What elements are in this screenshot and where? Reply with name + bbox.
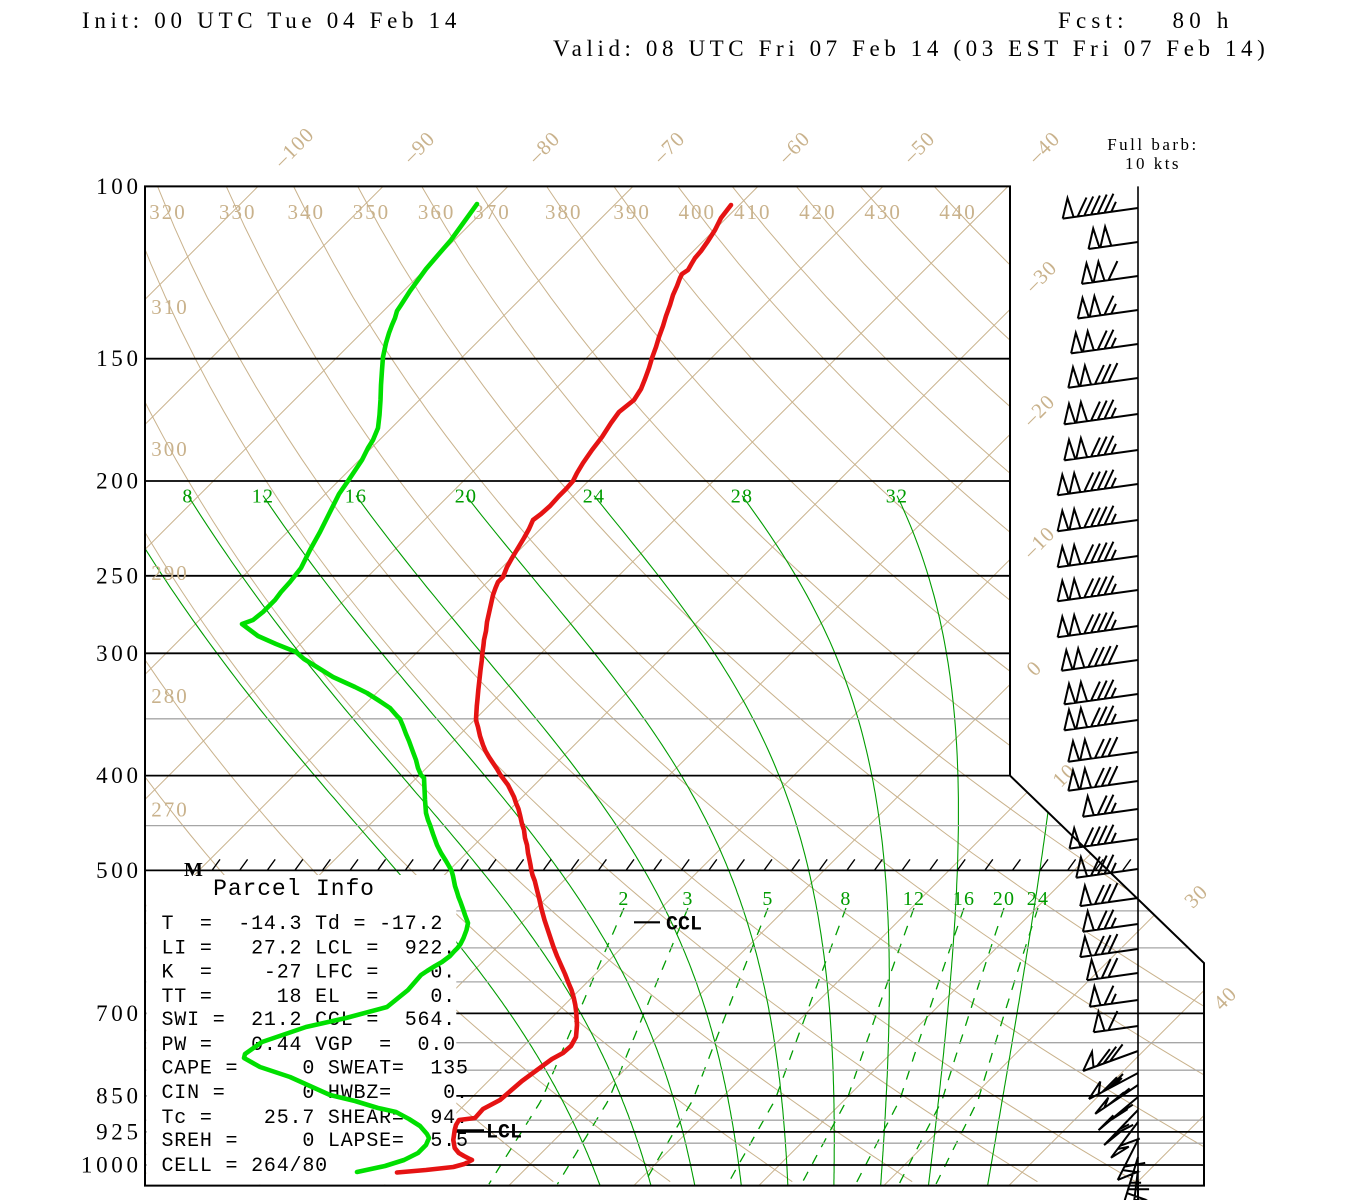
svg-text:420: 420: [799, 200, 837, 224]
svg-text:8: 8: [182, 486, 193, 508]
svg-text:925: 925: [96, 1119, 142, 1144]
svg-text:SWI = 21.2 CCL = 564.: SWI = 21.2 CCL = 564.: [162, 1009, 456, 1032]
svg-text:290: 290: [151, 561, 189, 585]
svg-text:CAPE = 0 SWEAT= 135: CAPE = 0 SWEAT= 135: [162, 1057, 469, 1080]
svg-text:M: M: [184, 859, 203, 881]
svg-text:500: 500: [96, 858, 142, 883]
svg-text:320: 320: [149, 200, 187, 224]
svg-text:430: 430: [864, 200, 902, 224]
svg-text:300: 300: [151, 437, 189, 461]
svg-text:330: 330: [219, 200, 257, 224]
svg-text:3: 3: [682, 888, 693, 910]
svg-text:300: 300: [96, 641, 142, 666]
svg-text:CELL = 264/80: CELL = 264/80: [162, 1155, 328, 1178]
svg-text:380: 380: [545, 200, 583, 224]
svg-text:400: 400: [96, 763, 142, 788]
svg-text:150: 150: [96, 346, 142, 371]
svg-text:8: 8: [840, 888, 851, 910]
svg-text:T = -14.3 Td = -17.2: T = -14.3 Td = -17.2: [162, 913, 444, 936]
svg-text:CIN = 0 HWBZ= 0.: CIN = 0 HWBZ= 0.: [162, 1082, 469, 1105]
svg-text:LCL: LCL: [486, 1122, 522, 1145]
svg-text:24: 24: [1027, 888, 1049, 910]
svg-text:12: 12: [252, 486, 274, 508]
svg-text:16: 16: [345, 486, 367, 508]
svg-text:32: 32: [886, 486, 908, 508]
svg-text:850: 850: [96, 1083, 142, 1108]
svg-text:270: 270: [151, 798, 189, 822]
svg-text:400: 400: [679, 200, 717, 224]
svg-text:SREH = 0 LAPSE= 5.5: SREH = 0 LAPSE= 5.5: [162, 1130, 469, 1153]
svg-text:24: 24: [583, 486, 605, 508]
svg-text:200: 200: [96, 469, 142, 494]
svg-text:100: 100: [96, 174, 142, 199]
svg-text:28: 28: [731, 486, 753, 508]
svg-text:12: 12: [903, 888, 925, 910]
svg-text:TT = 18 EL = 0.: TT = 18 EL = 0.: [162, 986, 456, 1009]
svg-text:Valid: 08 UTC Fri 07 Feb 14 (0: Valid: 08 UTC Fri 07 Feb 14 (03 EST Fri …: [553, 36, 1269, 61]
svg-text:2: 2: [618, 888, 629, 910]
svg-text:20: 20: [455, 486, 477, 508]
svg-text:CCL: CCL: [666, 914, 702, 937]
svg-text:310: 310: [151, 295, 189, 319]
svg-text:Fcst: 80 h: Fcst: 80 h: [1058, 8, 1234, 33]
svg-text:410: 410: [734, 200, 772, 224]
svg-text:10 kts: 10 kts: [1125, 154, 1181, 173]
svg-text:250: 250: [96, 563, 142, 588]
svg-text:16: 16: [953, 888, 975, 910]
svg-text:350: 350: [353, 200, 391, 224]
svg-text:360: 360: [418, 200, 456, 224]
svg-text:Parcel Info: Parcel Info: [213, 876, 375, 902]
svg-text:Init: 00 UTC Tue 04 Feb 14: Init: 00 UTC Tue 04 Feb 14: [82, 8, 461, 33]
svg-text:5: 5: [762, 888, 773, 910]
svg-text:340: 340: [287, 200, 325, 224]
svg-text:280: 280: [151, 684, 189, 708]
svg-text:700: 700: [96, 1001, 142, 1026]
svg-text:K = -27 LFC = 0.: K = -27 LFC = 0.: [162, 962, 456, 985]
svg-text:440: 440: [939, 200, 977, 224]
svg-text:1000: 1000: [81, 1153, 142, 1178]
svg-text:PW = 0.44 VGP = 0.0: PW = 0.44 VGP = 0.0: [162, 1034, 456, 1057]
svg-text:20: 20: [993, 888, 1015, 910]
svg-text:Full barb:: Full barb:: [1107, 135, 1199, 154]
svg-text:390: 390: [613, 200, 651, 224]
svg-text:LI = 27.2 LCL = 922.: LI = 27.2 LCL = 922.: [162, 938, 456, 961]
